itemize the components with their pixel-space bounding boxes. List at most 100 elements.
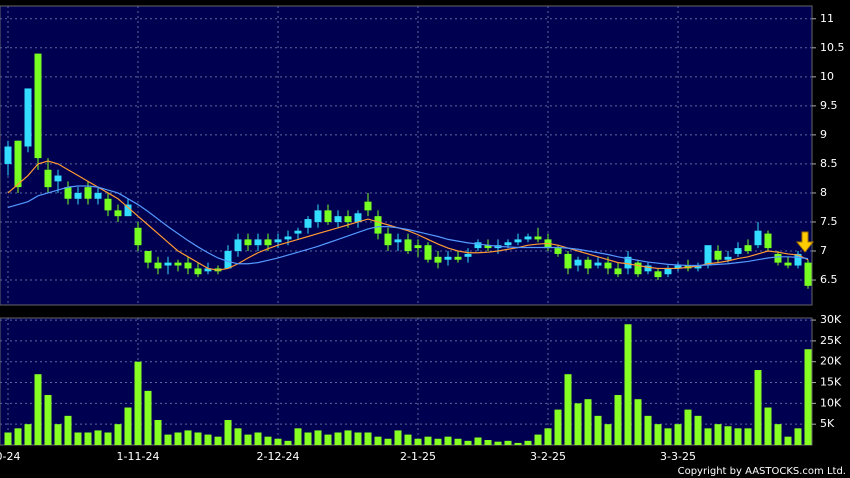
candle-body xyxy=(434,256,442,263)
candle-body xyxy=(304,219,312,228)
x-tick-label: 2-1-25 xyxy=(400,450,436,463)
volume-bar xyxy=(134,361,142,445)
volume-bar xyxy=(404,434,412,445)
volume-bar xyxy=(204,434,212,445)
volume-bar xyxy=(524,440,532,445)
candle-body xyxy=(484,245,492,249)
volume-bar xyxy=(414,438,422,445)
candle-body xyxy=(534,236,542,240)
candle-body xyxy=(164,262,172,266)
candle-body xyxy=(24,88,32,147)
candle-body xyxy=(694,265,702,269)
candle-body xyxy=(744,245,752,252)
volume-bar xyxy=(144,390,152,445)
candle-body xyxy=(314,210,322,222)
volume-bar xyxy=(264,436,272,445)
volume-bar xyxy=(604,424,612,445)
candle-body xyxy=(674,265,682,269)
candle-body xyxy=(604,262,612,269)
volume-bar xyxy=(284,440,292,445)
volume-bar xyxy=(514,442,522,445)
volume-bar xyxy=(394,430,402,445)
volume-bar xyxy=(534,434,542,445)
volume-bar xyxy=(274,438,282,445)
candle-body xyxy=(374,216,382,234)
volume-bar xyxy=(164,434,172,445)
volume-bar xyxy=(64,415,72,445)
volume-bar xyxy=(464,440,472,445)
y-tick-label: 30K xyxy=(820,313,842,326)
x-tick-label: 0-24 xyxy=(0,450,20,463)
candle-body xyxy=(514,239,522,243)
x-tick-label: 3-2-25 xyxy=(530,450,566,463)
volume-bar xyxy=(474,437,482,445)
candle-body xyxy=(624,256,632,269)
candle-body xyxy=(74,192,82,199)
volume-bar xyxy=(794,428,802,445)
y-tick-label: 8.5 xyxy=(820,157,838,170)
candle-body xyxy=(144,251,152,263)
candle-body xyxy=(4,146,12,164)
volume-bar xyxy=(444,436,452,445)
candle-body xyxy=(754,230,762,246)
candle-body xyxy=(764,233,772,249)
copyright: Copyright by AASTOCKS.com Ltd. xyxy=(678,466,846,477)
volume-bar xyxy=(114,424,122,445)
volume-bar xyxy=(564,374,572,445)
volume-bar xyxy=(434,438,442,445)
volume-bar xyxy=(234,428,242,445)
volume-bar xyxy=(354,432,362,445)
candle-body xyxy=(204,268,212,272)
candle-body xyxy=(724,256,732,260)
volume-bar xyxy=(84,432,92,445)
arrow-marker xyxy=(795,231,815,253)
y-tick-label: 6.5 xyxy=(820,273,838,286)
volume-bar xyxy=(504,440,512,445)
candle-body xyxy=(524,236,532,240)
volume-bar xyxy=(24,424,32,445)
candle-body xyxy=(704,245,712,266)
y-tick-label: 8 xyxy=(820,186,827,199)
volume-bar xyxy=(644,415,652,445)
volume-bar xyxy=(184,430,192,445)
candle-body xyxy=(194,268,202,275)
candle-body xyxy=(64,187,72,199)
volume-bar xyxy=(94,430,102,445)
volume-bar xyxy=(104,432,112,445)
candle-body xyxy=(84,187,92,199)
volume-bar xyxy=(344,430,352,445)
candle-body xyxy=(244,239,252,246)
candle-body xyxy=(54,175,62,182)
volume-bar xyxy=(374,436,382,445)
candle-body xyxy=(424,245,432,260)
candle-body xyxy=(394,239,402,243)
volume-bar xyxy=(594,415,602,445)
candle-body xyxy=(14,140,22,188)
volume-bar xyxy=(384,438,392,445)
price-panel xyxy=(0,5,813,306)
candle-body xyxy=(664,268,672,275)
volume-bar xyxy=(724,426,732,445)
candle-body xyxy=(504,242,512,246)
x-tick-label: 1-11-24 xyxy=(117,450,160,463)
candle-body xyxy=(414,245,422,249)
candle-body xyxy=(294,230,302,234)
volume-bar xyxy=(744,428,752,445)
candle-body xyxy=(134,227,142,246)
candle-body xyxy=(44,169,52,188)
candle-body xyxy=(564,253,572,269)
candle-body xyxy=(154,262,162,269)
volume-bar xyxy=(714,424,722,445)
candle-body xyxy=(464,253,472,257)
volume-bar xyxy=(124,407,132,445)
candle-body xyxy=(254,239,262,246)
candle-body xyxy=(334,216,342,222)
candle-body xyxy=(354,213,362,222)
candle-body xyxy=(274,239,282,243)
volume-bar xyxy=(614,395,622,445)
candle-body xyxy=(124,204,132,217)
volume-bar xyxy=(674,424,682,445)
y-tick-label: 7.5 xyxy=(820,215,838,228)
y-tick-label: 10.5 xyxy=(820,41,845,54)
candle-body xyxy=(654,271,662,278)
